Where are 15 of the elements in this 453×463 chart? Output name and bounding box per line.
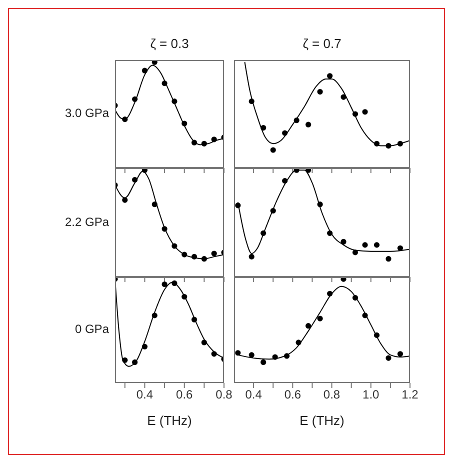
x-axis-title: E (THz) xyxy=(298,413,346,428)
x-tick-label: 0.4 xyxy=(245,388,262,402)
x-tick-label: 0.6 xyxy=(176,388,194,402)
y-axis-title: 2.2 GPa xyxy=(64,214,109,228)
x-axis-title: E (THz) xyxy=(146,413,193,428)
x-tick-label: 0.8 xyxy=(216,388,233,402)
x-tick-label: 1.0 xyxy=(362,388,380,402)
y-axis-title: 0 GPa xyxy=(74,322,109,336)
x-tick-label: 0.6 xyxy=(284,388,302,402)
chart-title: ζ = 0.7 xyxy=(302,36,342,51)
x-tick-label: 0.4 xyxy=(136,388,154,402)
x-tick-label: 0.8 xyxy=(323,388,340,402)
chart-title: ζ = 0.3 xyxy=(149,36,190,51)
y-axis-title: 3.0 GPa xyxy=(64,106,109,120)
x-tick-label: 1.2 xyxy=(402,388,419,402)
